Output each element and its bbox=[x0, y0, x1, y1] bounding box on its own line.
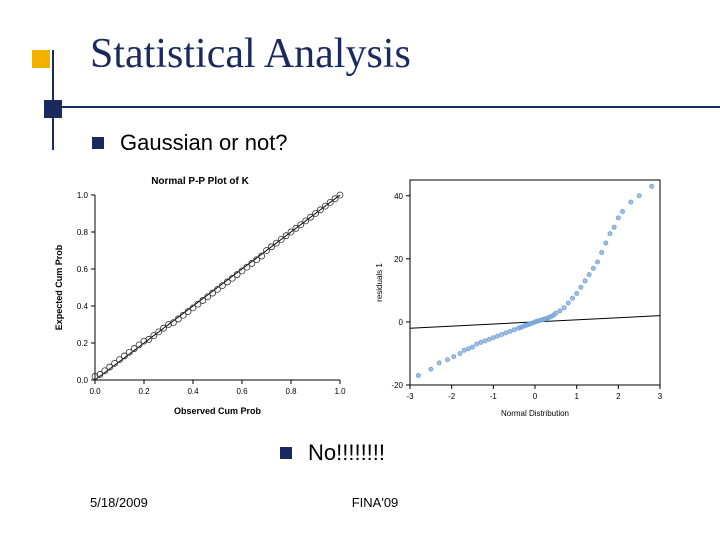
svg-text:0.6: 0.6 bbox=[236, 387, 248, 396]
footer-date: 5/18/2009 bbox=[90, 495, 148, 510]
svg-text:2: 2 bbox=[616, 392, 621, 401]
slide: Statistical Analysis Gaussian or not? No… bbox=[0, 0, 720, 540]
qq-plot: -3 -2 -1 0 1 2 3 -20 0 20 40 Normal Distribution res… bbox=[370, 170, 670, 420]
bullet-icon bbox=[92, 137, 104, 149]
svg-text:-2: -2 bbox=[448, 392, 456, 401]
bullet-row-1: Gaussian or not? bbox=[92, 130, 288, 156]
footer: 5/18/2009 FINA'09 bbox=[90, 495, 660, 510]
decor-square-navy bbox=[44, 100, 62, 118]
svg-text:0.4: 0.4 bbox=[77, 302, 89, 311]
svg-text:1.0: 1.0 bbox=[77, 191, 89, 200]
pp-plot: Normal P-P Plot of K 0.0 0.2 0.4 0.6 0.8 1.0 0.… bbox=[50, 170, 350, 420]
bullet-icon bbox=[280, 447, 292, 459]
svg-text:residuals 1: residuals 1 bbox=[375, 263, 384, 302]
decor-square-orange bbox=[32, 50, 50, 68]
svg-text:40: 40 bbox=[394, 192, 403, 201]
svg-text:20: 20 bbox=[394, 255, 403, 264]
svg-text:-20: -20 bbox=[391, 381, 403, 390]
svg-text:Expected Cum Prob: Expected Cum Prob bbox=[54, 244, 64, 330]
svg-text:0.8: 0.8 bbox=[77, 228, 89, 237]
svg-text:Normal P-P Plot of K: Normal P-P Plot of K bbox=[151, 176, 249, 187]
pp-plot-svg: Normal P-P Plot of K 0.0 0.2 0.4 0.6 0.8 1.0 0.… bbox=[50, 170, 350, 420]
svg-text:-3: -3 bbox=[406, 392, 414, 401]
charts-container: Normal P-P Plot of K 0.0 0.2 0.4 0.6 0.8 1.0 0.… bbox=[50, 170, 670, 420]
svg-text:0.0: 0.0 bbox=[77, 376, 89, 385]
footer-conference: FINA'09 bbox=[352, 495, 399, 510]
svg-text:3: 3 bbox=[658, 392, 663, 401]
svg-text:0.0: 0.0 bbox=[89, 387, 101, 396]
qq-plot-svg: -3 -2 -1 0 1 2 3 -20 0 20 40 Normal Distribution res… bbox=[370, 170, 670, 420]
bullet-text-1: Gaussian or not? bbox=[120, 130, 288, 156]
svg-text:Observed Cum Prob: Observed Cum Prob bbox=[174, 406, 262, 416]
svg-text:-1: -1 bbox=[490, 392, 498, 401]
svg-text:0.2: 0.2 bbox=[138, 387, 150, 396]
svg-text:Normal Distribution: Normal Distribution bbox=[501, 409, 569, 418]
svg-text:0: 0 bbox=[399, 318, 404, 327]
slide-title: Statistical Analysis bbox=[90, 30, 411, 78]
svg-text:0.8: 0.8 bbox=[285, 387, 297, 396]
svg-text:1.0: 1.0 bbox=[334, 387, 346, 396]
svg-text:0.4: 0.4 bbox=[187, 387, 199, 396]
svg-text:1: 1 bbox=[574, 392, 579, 401]
svg-text:0.6: 0.6 bbox=[77, 265, 89, 274]
svg-text:0.2: 0.2 bbox=[77, 339, 89, 348]
svg-text:0: 0 bbox=[533, 392, 538, 401]
bullet-row-2: No!!!!!!!! bbox=[280, 440, 385, 466]
decor-line-horizontal bbox=[52, 106, 720, 108]
bullet-text-2: No!!!!!!!! bbox=[308, 440, 385, 466]
